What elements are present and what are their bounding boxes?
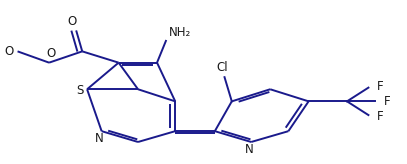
Text: S: S [77,84,84,97]
Text: N: N [245,143,254,156]
Text: O: O [46,47,56,60]
Text: NH₂: NH₂ [169,26,191,39]
Text: F: F [376,110,383,123]
Text: Cl: Cl [217,61,228,74]
Text: F: F [383,95,390,108]
Text: F: F [376,80,383,92]
Text: O: O [68,15,77,28]
Text: N: N [95,132,104,145]
Text: O: O [4,45,13,58]
